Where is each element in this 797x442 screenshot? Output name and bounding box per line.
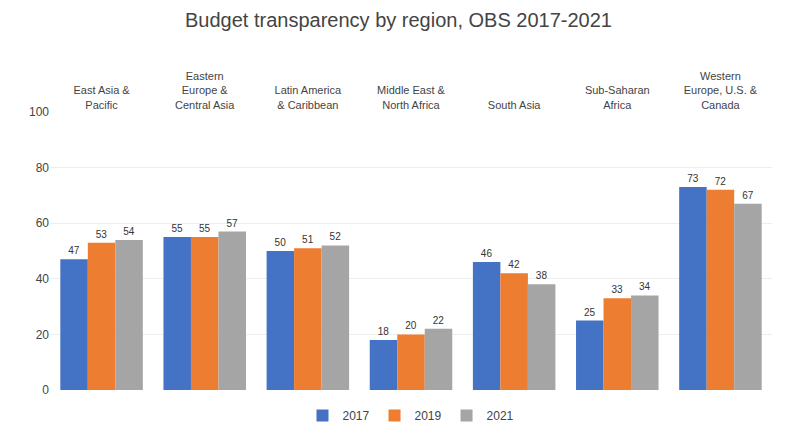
svg-text:2019: 2019 — [415, 409, 442, 423]
svg-text:52: 52 — [330, 231, 342, 242]
svg-text:East Asia &Pacific: East Asia &Pacific — [73, 85, 130, 111]
svg-text:42: 42 — [508, 259, 520, 270]
svg-text:Sub-SaharanAfrica: Sub-SaharanAfrica — [585, 85, 650, 111]
svg-text:20: 20 — [405, 320, 417, 331]
svg-text:2017: 2017 — [343, 409, 370, 423]
svg-text:33: 33 — [612, 284, 624, 295]
svg-text:100: 100 — [29, 105, 49, 119]
svg-text:20: 20 — [36, 328, 50, 342]
svg-text:55: 55 — [199, 223, 211, 234]
svg-text:72: 72 — [715, 176, 727, 187]
svg-text:55: 55 — [171, 223, 183, 234]
svg-text:38: 38 — [536, 270, 548, 281]
svg-text:South Asia: South Asia — [488, 99, 541, 111]
svg-text:53: 53 — [96, 229, 108, 240]
svg-text:60: 60 — [36, 216, 50, 230]
svg-text:80: 80 — [36, 161, 50, 175]
svg-text:2021: 2021 — [487, 409, 514, 423]
svg-text:67: 67 — [742, 190, 754, 201]
svg-text:22: 22 — [433, 315, 445, 326]
svg-text:51: 51 — [302, 234, 314, 245]
svg-text:40: 40 — [36, 272, 50, 286]
svg-text:Latin America& Caribbean: Latin America& Caribbean — [275, 85, 343, 111]
svg-text:25: 25 — [584, 307, 596, 318]
svg-text:47: 47 — [68, 245, 80, 256]
svg-text:0: 0 — [42, 383, 49, 397]
svg-text:Budget transparency by region,: Budget transparency by region, OBS 2017-… — [185, 9, 612, 31]
svg-text:Middle East &North Africa: Middle East &North Africa — [377, 85, 446, 111]
svg-text:73: 73 — [687, 173, 699, 184]
svg-text:18: 18 — [378, 326, 390, 337]
svg-text:54: 54 — [123, 226, 135, 237]
svg-text:EasternEurope &Central Asia: EasternEurope &Central Asia — [175, 70, 235, 111]
svg-text:46: 46 — [481, 248, 493, 259]
svg-text:57: 57 — [226, 218, 238, 229]
svg-text:50: 50 — [275, 237, 287, 248]
svg-text:WesternEurope, U.S. &Canada: WesternEurope, U.S. &Canada — [684, 70, 758, 111]
svg-text:34: 34 — [639, 281, 651, 292]
